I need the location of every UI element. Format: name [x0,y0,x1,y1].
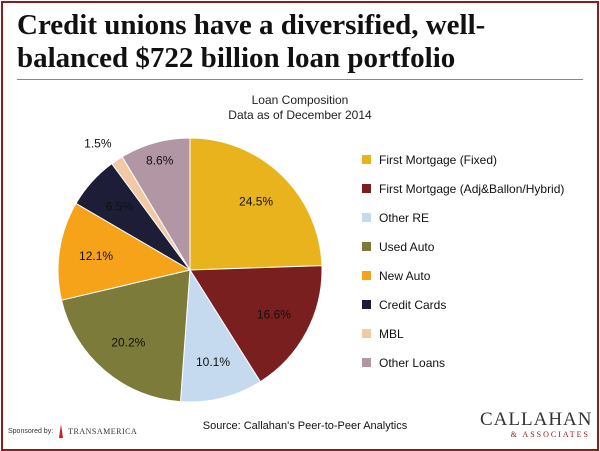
data-label-3: 20.2% [111,335,145,349]
legend-label-0: First Mortgage (Fixed) [379,152,498,167]
legend-label-3: Used Auto [379,239,435,254]
legend-item-5: Credit Cards [362,290,592,319]
legend-item-2: Other RE [362,203,592,232]
legend-swatch-2 [362,213,371,222]
legend-item-0: First Mortgage (Fixed) [362,145,592,174]
logo-main-text: CALLAHAN [480,409,593,430]
chart-title: Loan Composition [251,93,349,107]
chart-subtitle: Data as of December 2014 [228,108,372,122]
pie-slice-4 [57,202,192,301]
legend-item-1: First Mortgage (Adj&Ballon/Hybrid) [362,174,592,203]
data-label-0: 24.5% [239,195,273,209]
legend-label-6: MBL [379,326,404,341]
sponsor-block: Sponsored by: TRANSAMERICA [8,424,137,438]
legend-item-3: Used Auto [362,232,592,261]
pie-slice-1 [189,265,323,383]
legend-swatch-0 [362,155,371,164]
legend-swatch-1 [362,184,371,193]
legend-item-6: MBL [362,319,592,348]
pie-slice-2 [179,268,262,403]
pie-slice-7 [121,137,191,272]
legend-item-4: New Auto [362,261,592,290]
legend-label-5: Credit Cards [379,297,447,312]
transamerica-pyramid-icon [59,424,64,438]
data-label-7: 8.6% [146,154,174,168]
slide-title: Credit unions have a diversified, well-b… [17,9,486,74]
chart-legend: First Mortgage (Fixed) First Mortgage (Ad… [362,145,592,377]
legend-label-1: First Mortgage (Adj&Ballon/Hybrid) [379,181,565,196]
sponsor-name: TRANSAMERICA [68,426,138,436]
data-label-5: 6.5% [106,199,134,213]
legend-label-7: Other Loans [379,355,446,370]
legend-swatch-7 [362,358,371,367]
data-label-2: 10.1% [196,355,230,369]
pie-slice-3 [60,269,191,403]
data-label-4: 12.1% [79,249,113,263]
legend-item-7: Other Loans [362,348,592,377]
legend-swatch-3 [362,242,371,251]
legend-swatch-4 [362,271,371,280]
pie-slice-0 [189,137,323,271]
sponsor-label: Sponsored by: [8,427,54,435]
legend-label-4: New Auto [379,268,431,283]
source-note: Source: Callahan's Peer-to-Peer Analytic… [202,420,408,432]
legend-swatch-6 [362,329,371,338]
data-label-1: 16.6% [257,308,291,322]
chart-title-block: Loan Composition Data as of December 201… [190,93,410,123]
legend-swatch-5 [362,300,371,309]
logo-sub-text: & ASSOCIATES [510,430,590,439]
callahan-logo: CALLAHAN & ASSOCIATES [480,409,593,440]
legend-label-2: Other RE [379,210,430,225]
title-divider [17,79,583,80]
data-label-6: 1.5% [84,136,112,150]
